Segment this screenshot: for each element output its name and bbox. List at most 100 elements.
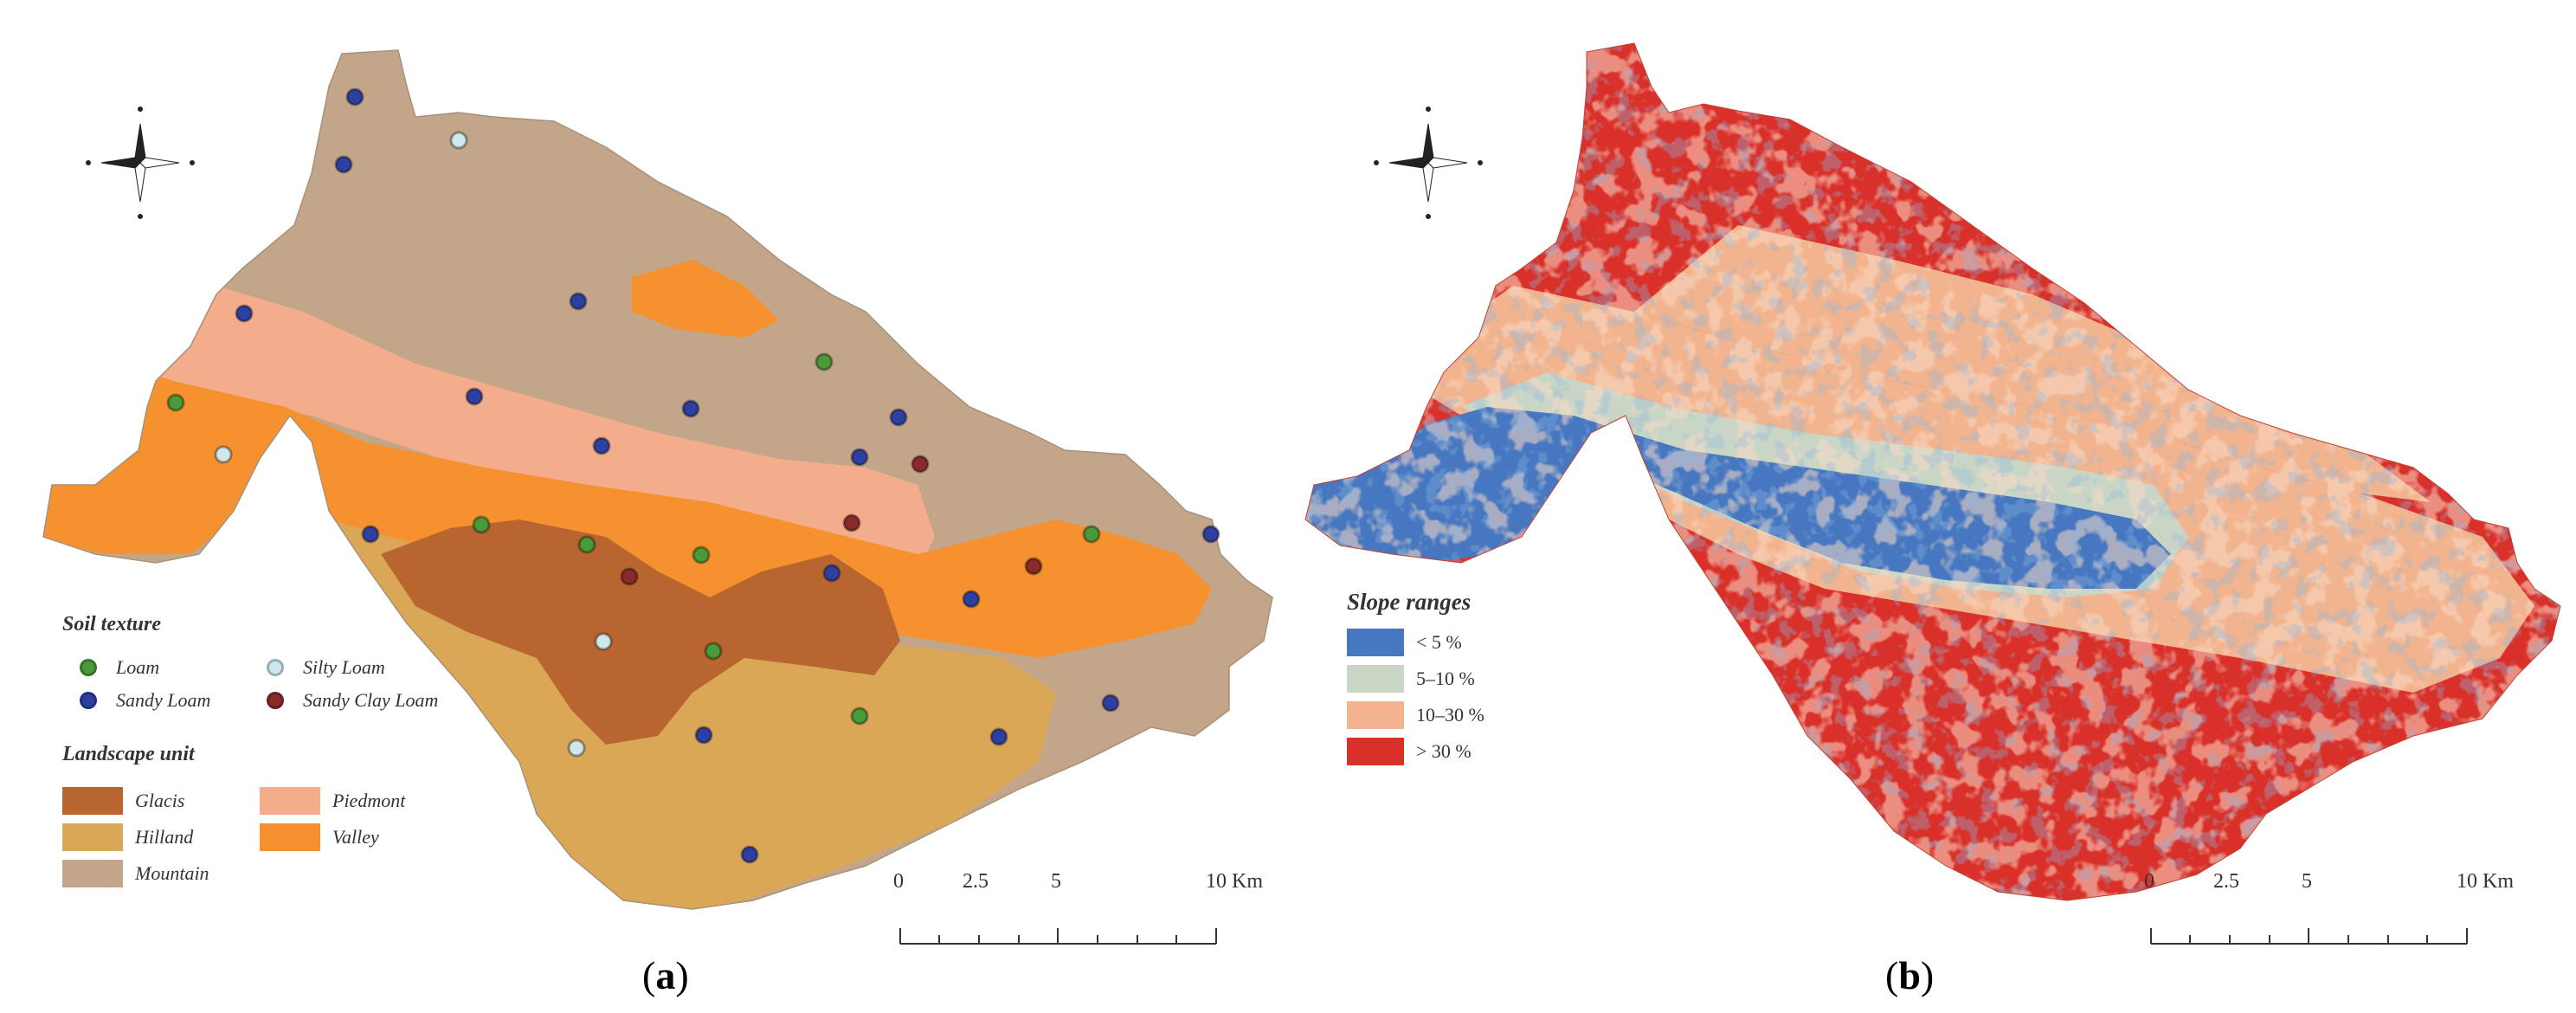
legend-label: Valley bbox=[332, 826, 379, 848]
sandy-clay-loam-dot-icon bbox=[267, 692, 284, 709]
scale-tick-label: 10 Km bbox=[2457, 870, 2514, 893]
slope-under-5-swatch bbox=[1347, 629, 1404, 656]
caption-letter: a bbox=[655, 953, 676, 997]
sample-point bbox=[889, 408, 908, 427]
legend-column: Glacis Hilland Mountain bbox=[62, 783, 261, 892]
slope-over-30-swatch bbox=[1347, 738, 1404, 765]
legend-item: Loam bbox=[80, 651, 279, 684]
valley-area bbox=[43, 364, 1212, 658]
legend-label: Piedmont bbox=[332, 790, 406, 811]
legend-item: Sandy Loam bbox=[80, 684, 279, 717]
sample-point bbox=[962, 590, 981, 609]
scale-tick-label: 0 bbox=[2144, 870, 2154, 893]
legend-label: Loam bbox=[116, 656, 160, 678]
legend-label: < 5 % bbox=[1416, 631, 1462, 653]
slope-under-5 bbox=[2162, 242, 2231, 286]
sample-point bbox=[594, 632, 613, 651]
slope-map bbox=[1304, 42, 2561, 945]
sample-point bbox=[472, 515, 491, 534]
slope-map-panel: 0 2.5 5 10 Km Slope ranges < 5 % 5–10 % … bbox=[1288, 0, 2576, 1013]
north-arrow-icon bbox=[86, 106, 195, 219]
caption-paren: ) bbox=[675, 953, 689, 997]
landscape-unit-legend: Landscape unit bbox=[62, 743, 195, 766]
legend-label: Silty Loam bbox=[303, 656, 385, 678]
sample-point bbox=[815, 352, 834, 371]
sample-point bbox=[842, 513, 861, 532]
sample-point bbox=[345, 87, 364, 106]
loam-dot-icon bbox=[80, 659, 97, 676]
legend-item: Silty Loam bbox=[267, 651, 526, 684]
hilland-swatch bbox=[62, 823, 123, 851]
slope-5-10-swatch bbox=[1347, 665, 1404, 693]
glacis-area bbox=[381, 519, 900, 745]
sample-point bbox=[704, 642, 723, 661]
sample-point bbox=[850, 448, 869, 467]
sample-point bbox=[620, 567, 639, 586]
caption-letter: b bbox=[1898, 953, 1921, 997]
legend-item: > 30 % bbox=[1347, 733, 1555, 770]
sample-point bbox=[569, 292, 588, 311]
sample-point bbox=[822, 564, 841, 583]
panel-caption: (b) bbox=[1885, 952, 1934, 998]
scale-tick-label: 5 bbox=[2302, 870, 2312, 893]
sample-point bbox=[1082, 525, 1101, 544]
slope-10-30-swatch bbox=[1347, 701, 1404, 729]
legend-item: Mountain bbox=[62, 855, 261, 892]
scale-bar bbox=[2150, 928, 2468, 945]
slope-ranges-legend: Slope ranges < 5 % 5–10 % 10–30 % > 30 % bbox=[1347, 589, 1555, 770]
legend-label: Hilland bbox=[135, 826, 194, 848]
sample-point bbox=[1024, 557, 1043, 576]
valley-swatch bbox=[260, 823, 320, 851]
legend-label: Sandy Loam bbox=[116, 689, 211, 711]
legend-item: Glacis bbox=[62, 783, 261, 819]
legend-item: < 5 % bbox=[1347, 624, 1555, 661]
sample-point bbox=[567, 739, 586, 758]
piedmont-swatch bbox=[260, 787, 320, 815]
sample-point bbox=[740, 845, 759, 864]
scale-tick-label: 2.5 bbox=[963, 870, 989, 893]
sample-point bbox=[166, 393, 185, 412]
sample-point bbox=[577, 535, 596, 554]
sample-point bbox=[694, 726, 713, 745]
valley-patch bbox=[632, 260, 779, 338]
sample-point bbox=[235, 304, 254, 323]
soil-sample-points bbox=[166, 87, 1220, 864]
sandy-loam-dot-icon bbox=[80, 692, 97, 709]
sample-point bbox=[681, 399, 700, 418]
panel-caption: (a) bbox=[642, 952, 689, 998]
silty-loam-dot-icon bbox=[267, 659, 284, 676]
legend-label: Glacis bbox=[135, 790, 185, 811]
slope-classes bbox=[1305, 43, 2560, 900]
legend-item: 5–10 % bbox=[1347, 661, 1555, 697]
sample-point bbox=[1101, 694, 1120, 713]
scale-tick-label: 2.5 bbox=[2213, 870, 2239, 893]
mountain-swatch bbox=[62, 860, 123, 887]
glacis-swatch bbox=[62, 787, 123, 815]
legend-label: > 30 % bbox=[1416, 740, 1472, 762]
scale-tick-label: 0 bbox=[893, 870, 904, 893]
legend-column: Silty Loam Sandy Clay Loam bbox=[267, 651, 526, 717]
landscape-map bbox=[42, 49, 1273, 945]
north-arrow-icon bbox=[1374, 106, 1483, 219]
sample-point bbox=[692, 545, 711, 565]
legend-label: 10–30 % bbox=[1416, 704, 1484, 726]
sample-point bbox=[989, 727, 1008, 746]
legend-item: Piedmont bbox=[260, 783, 467, 819]
slope-texture bbox=[1305, 43, 2560, 900]
piedmont-area bbox=[130, 286, 935, 571]
legend-label: Mountain bbox=[135, 862, 209, 884]
scale-tick-label: 10 Km bbox=[1206, 870, 1263, 893]
legend-label: Sandy Clay Loam bbox=[303, 689, 439, 711]
scale-bar bbox=[899, 928, 1217, 945]
legend-item: Hilland bbox=[62, 819, 261, 855]
caption-paren: ( bbox=[1885, 953, 1899, 997]
sample-point bbox=[465, 387, 484, 406]
sample-point bbox=[1201, 525, 1220, 544]
legend-item: Sandy Clay Loam bbox=[267, 684, 526, 717]
legend-item: 10–30 % bbox=[1347, 697, 1555, 733]
caption-paren: ( bbox=[642, 953, 656, 997]
caption-paren: ) bbox=[1920, 953, 1935, 997]
landscape-soil-map-panel: 0 2.5 5 10 Km Soil texture Loam Sandy Lo… bbox=[42, 49, 1273, 998]
legend-item: Valley bbox=[260, 819, 467, 855]
legend-column: Piedmont Valley bbox=[260, 783, 467, 855]
